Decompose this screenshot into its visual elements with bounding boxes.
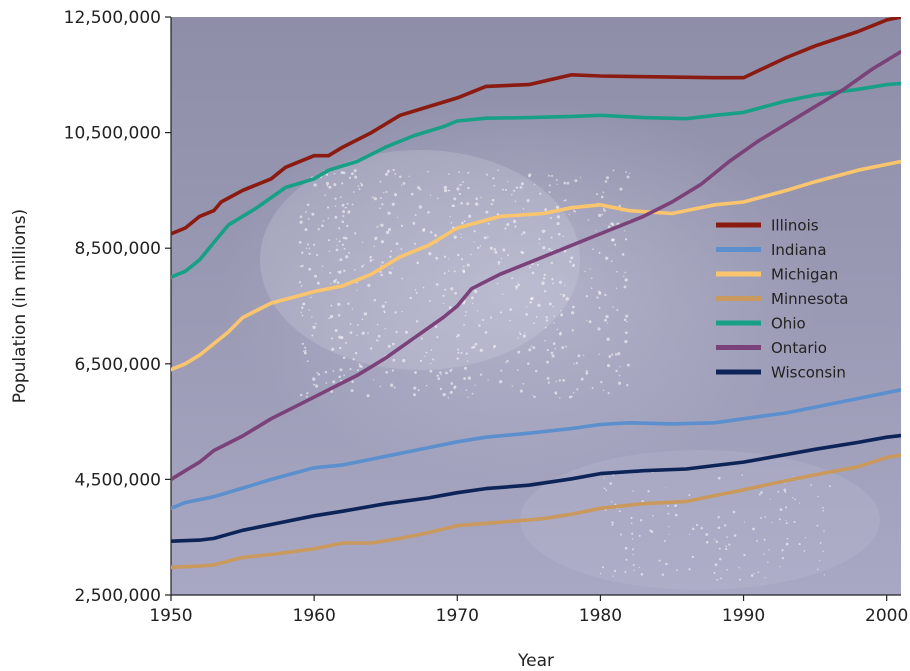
- legend-label-minnesota: Minnesota: [771, 290, 848, 308]
- y-tick-label: 6,500,000: [74, 355, 161, 375]
- x-tick-label: 1990: [722, 606, 765, 626]
- x-tick-label: 1970: [436, 606, 479, 626]
- y-tick-label: 12,500,000: [64, 8, 161, 28]
- y-tick-label: 2,500,000: [74, 586, 161, 606]
- x-tick-label: 1960: [293, 606, 336, 626]
- legend-label-ohio: Ohio: [771, 315, 806, 333]
- legend: Illinois Indiana Michigan Minnesota Ohio Onta…: [716, 217, 848, 382]
- legend-label-indiana: Indiana: [771, 241, 827, 259]
- x-tick-label: 1950: [149, 606, 192, 626]
- series-lines: [171, 17, 901, 570]
- legend-label-ontario: Ontario: [771, 339, 827, 357]
- x-tick-label: 1980: [579, 606, 622, 626]
- y-tick-label: 8,500,000: [74, 239, 161, 259]
- series-line-indiana: [171, 388, 901, 511]
- x-axis-title: Year: [517, 651, 554, 671]
- legend-label-illinois: Illinois: [771, 217, 819, 235]
- series-line-minnesota: [171, 453, 901, 570]
- series-line-michigan: [171, 159, 901, 372]
- series-line-ontario: [171, 49, 901, 482]
- axes: [170, 17, 901, 596]
- y-axis-title: Population (in millions): [10, 209, 30, 403]
- background-map: [171, 17, 901, 595]
- y-tick-label: 4,500,000: [74, 470, 161, 490]
- series-line-ohio: [171, 81, 901, 279]
- legend-label-wisconsin: Wisconsin: [771, 364, 846, 382]
- x-tick-labels: 1950 1960 1970 1980 1990 2000: [149, 595, 908, 626]
- x-tick-label: 2000: [865, 606, 908, 626]
- y-tick-label: 10,500,000: [64, 124, 161, 144]
- legend-label-michigan: Michigan: [771, 266, 838, 284]
- series-line-wisconsin: [171, 433, 901, 543]
- series-line-illinois: [171, 17, 901, 236]
- y-tick-labels: 2,500,000 4,500,000 6,500,000 8,500,000 10,5…: [64, 8, 171, 606]
